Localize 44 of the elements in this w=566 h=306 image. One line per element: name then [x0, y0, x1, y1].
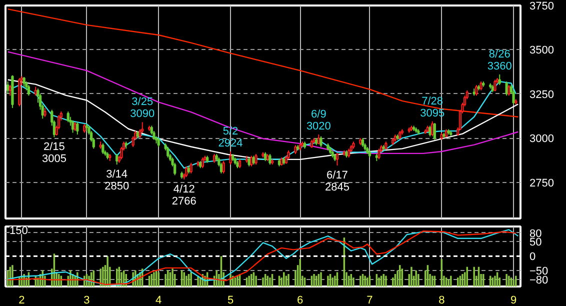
x-tick-label: 5	[227, 294, 234, 306]
x-tick-label: 6	[297, 294, 304, 306]
x-tick-label: 8	[438, 294, 445, 306]
candlestick	[268, 153, 272, 166]
annotation: 2/15 3005	[42, 141, 66, 166]
candlestick	[116, 153, 118, 166]
y-tick-label: 3500	[530, 44, 554, 57]
candlestick	[508, 84, 510, 96]
x-tick-label: 7	[366, 294, 373, 306]
candlestick	[222, 160, 225, 174]
candlestick	[498, 74, 501, 86]
y2-tick-label: −80	[530, 274, 548, 286]
candlestick	[433, 122, 436, 140]
candlestick	[250, 155, 253, 167]
x-tick-label: 3	[84, 294, 90, 306]
candlestick	[102, 142, 104, 154]
candlestick	[254, 153, 258, 166]
y-tick-label: 3750	[530, 0, 554, 12]
candlestick	[185, 166, 188, 178]
candlestick	[336, 152, 339, 166]
y2-tick-label: 50	[530, 236, 542, 249]
annotation: 6/9 3020	[306, 108, 331, 133]
candlestick	[378, 148, 380, 160]
candlestick	[475, 84, 478, 96]
x-tick-label: 4	[156, 294, 162, 306]
x-tick-label: 2	[18, 294, 25, 306]
annotation: 3/25 3090	[130, 96, 155, 120]
candlestick	[320, 136, 322, 148]
annotation: 3/14 2850	[104, 168, 130, 193]
annotation: 6/17 2845	[325, 169, 350, 194]
y-tick-label: 2750	[530, 177, 554, 190]
annotation: 4/12 2766	[172, 183, 196, 208]
candlestick	[431, 120, 434, 137]
x-tick-label: 9	[510, 294, 517, 306]
y-tick-label: 3250	[530, 88, 554, 101]
candlestick	[428, 125, 432, 137]
y2-tick-label: 0	[530, 251, 536, 264]
candlestick	[229, 151, 232, 166]
candlestick	[201, 157, 204, 169]
annotation: 8/26 3360	[487, 48, 512, 72]
y-tick-label: 150	[10, 224, 28, 237]
y-tick-label: 3000	[530, 133, 554, 146]
candlestick	[190, 162, 192, 174]
candlestick	[166, 146, 170, 158]
